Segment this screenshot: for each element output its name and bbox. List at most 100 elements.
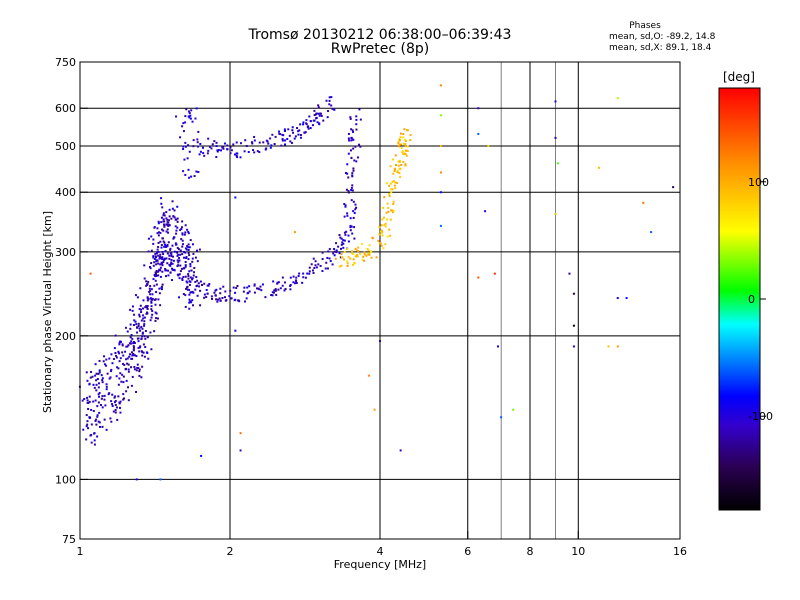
data-point: [138, 327, 141, 330]
data-point: [89, 434, 92, 437]
data-point: [344, 233, 347, 236]
data-point: [184, 261, 187, 264]
data-point: [295, 276, 298, 279]
data-point: [235, 141, 238, 144]
data-point: [262, 141, 265, 144]
data-point: [179, 229, 182, 232]
data-point: [398, 139, 401, 142]
data-point: [396, 181, 399, 184]
data-point: [87, 402, 90, 404]
data-point: [127, 344, 130, 347]
data-point: [389, 182, 392, 185]
data-point: [234, 329, 237, 332]
data-point: [94, 419, 97, 422]
data-point: [351, 252, 354, 255]
data-point: [187, 273, 190, 276]
data-point: [345, 230, 348, 233]
data-point: [192, 304, 194, 307]
data-point: [124, 326, 127, 329]
data-point: [351, 129, 354, 132]
data-point: [159, 253, 162, 256]
data-point: [394, 154, 397, 157]
data-point: [406, 145, 409, 148]
data-point: [352, 210, 355, 213]
data-point: [141, 354, 144, 357]
data-point: [267, 142, 270, 145]
data-point: [191, 299, 194, 302]
data-point: [200, 454, 203, 457]
data-point: [114, 400, 117, 402]
data-point: [159, 257, 162, 260]
data-point: [99, 425, 101, 428]
data-point: [165, 211, 168, 214]
data-point: [199, 150, 202, 153]
data-point: [288, 134, 291, 137]
data-point: [321, 270, 324, 272]
data-point: [154, 279, 157, 282]
data-point: [155, 252, 158, 255]
data-point: [166, 243, 169, 246]
data-point: [272, 280, 275, 283]
data-point: [346, 262, 349, 265]
data-point: [303, 131, 306, 134]
data-point: [344, 204, 347, 207]
data-point: [168, 224, 171, 227]
data-point: [182, 170, 185, 173]
data-point: [142, 299, 145, 302]
data-point: [113, 401, 116, 404]
data-point: [190, 175, 193, 178]
x-tick-label: 2: [227, 545, 234, 558]
data-point: [188, 298, 191, 301]
data-point: [277, 130, 280, 133]
data-point: [272, 291, 275, 294]
data-point: [137, 322, 140, 325]
data-point: [122, 381, 125, 384]
data-point: [123, 397, 126, 400]
data-point: [352, 169, 355, 172]
data-point: [394, 181, 397, 184]
data-point: [313, 113, 316, 116]
data-point: [347, 152, 350, 155]
data-point: [349, 257, 352, 260]
data-point: [185, 280, 188, 283]
data-point: [188, 254, 191, 257]
data-point: [159, 266, 162, 269]
data-point: [258, 151, 261, 154]
data-point: [392, 180, 395, 183]
data-point: [295, 280, 298, 283]
data-point: [256, 287, 259, 290]
data-point: [187, 258, 190, 261]
data-point: [150, 262, 153, 265]
data-point: [359, 252, 362, 255]
data-point: [326, 116, 329, 119]
data-point: [140, 376, 143, 379]
data-point: [205, 295, 208, 298]
data-point: [131, 375, 134, 378]
data-point: [253, 151, 256, 154]
data-point: [98, 421, 101, 424]
data-point: [327, 250, 330, 253]
data-point: [105, 383, 108, 386]
data-point: [392, 172, 395, 175]
data-point: [404, 144, 407, 147]
data-point: [94, 363, 97, 366]
data-point: [398, 167, 401, 170]
data-point: [111, 362, 114, 365]
data-point: [253, 284, 256, 287]
data-point: [174, 242, 177, 245]
data-point: [132, 342, 135, 345]
data-point: [215, 156, 218, 159]
data-point: [382, 216, 385, 219]
data-point: [184, 247, 187, 250]
data-point: [174, 218, 177, 221]
data-point: [186, 281, 189, 284]
data-point: [155, 290, 158, 293]
data-point: [404, 139, 407, 142]
data-point: [175, 251, 178, 254]
data-point: [274, 288, 277, 291]
data-point: [175, 229, 178, 232]
data-point: [355, 206, 358, 209]
data-point: [289, 276, 292, 279]
data-point: [121, 343, 124, 346]
data-point: [182, 293, 185, 296]
